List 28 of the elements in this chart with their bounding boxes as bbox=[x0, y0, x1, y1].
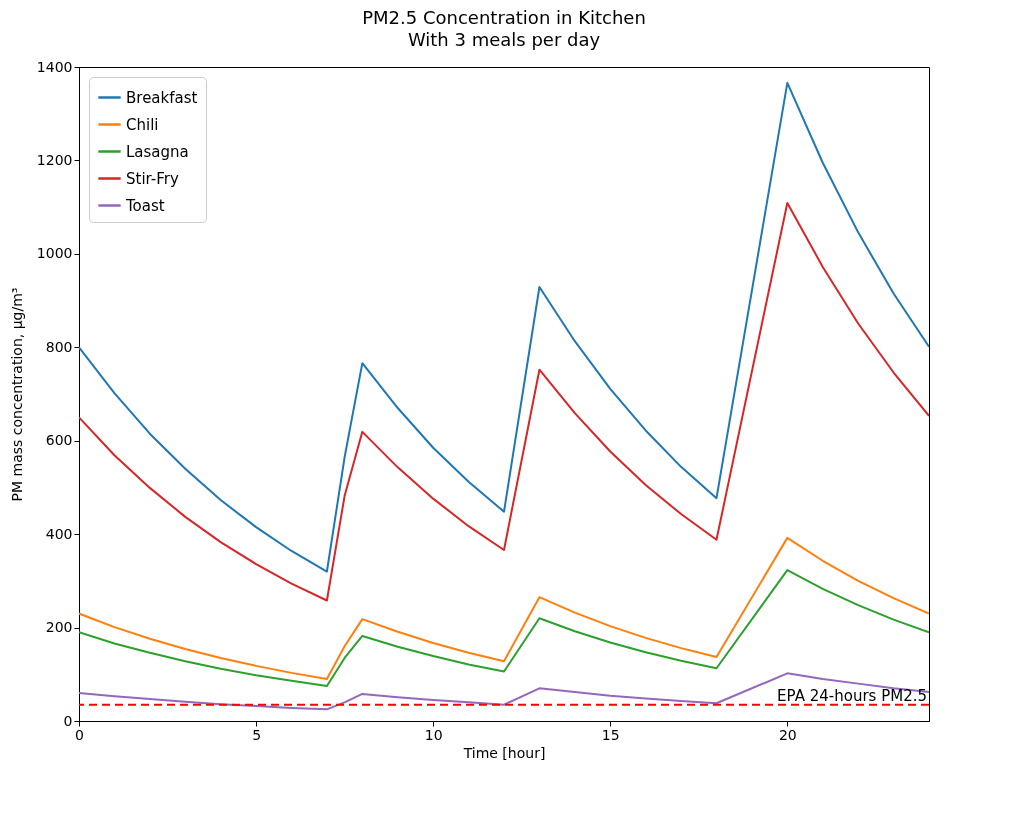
chart-title: PM2.5 Concentration in Kitchen bbox=[362, 7, 646, 28]
legend-label: Stir-Fry bbox=[126, 169, 179, 188]
y-tick-label: 400 bbox=[45, 525, 73, 542]
ref-line-label: EPA 24-hours PM2.5 bbox=[777, 686, 927, 705]
y-tick-label: 800 bbox=[45, 338, 73, 355]
legend-label: Lasagna bbox=[126, 142, 189, 161]
x-tick-label: 15 bbox=[601, 726, 620, 743]
y-tick-label: 200 bbox=[45, 619, 73, 636]
line-series bbox=[79, 81, 929, 573]
y-tick-label: 1400 bbox=[36, 58, 73, 75]
x-tick-label: 0 bbox=[75, 726, 84, 743]
line-series bbox=[79, 536, 929, 680]
x-tick-label: 5 bbox=[252, 726, 262, 743]
x-tick-label: 10 bbox=[424, 726, 443, 743]
y-tick-label: 600 bbox=[45, 432, 73, 449]
chart-subtitle: With 3 meals per day bbox=[407, 29, 601, 50]
legend-label: Toast bbox=[125, 196, 165, 215]
y-tick-label: 1000 bbox=[36, 245, 73, 262]
line-series bbox=[79, 569, 929, 687]
y-axis-title: PM mass concentration, μg/m³ bbox=[8, 287, 25, 502]
x-tick-label: 20 bbox=[778, 726, 797, 743]
y-tick-label: 0 bbox=[63, 712, 73, 729]
x-axis-title: Time [hour] bbox=[462, 744, 546, 761]
y-tick-label: 1200 bbox=[36, 151, 73, 168]
line-series bbox=[79, 672, 929, 711]
legend-label: Chili bbox=[126, 115, 159, 134]
legend-label: Breakfast bbox=[126, 88, 198, 107]
line-series bbox=[79, 201, 929, 602]
